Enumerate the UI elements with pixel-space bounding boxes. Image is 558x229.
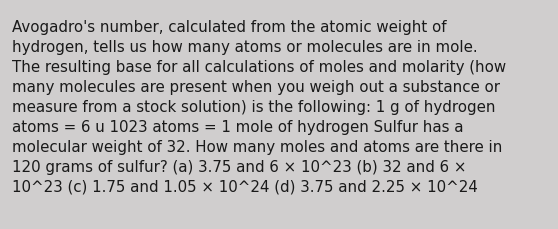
Text: Avogadro's number, calculated from the atomic weight of
hydrogen, tells us how m: Avogadro's number, calculated from the a…: [12, 19, 507, 194]
